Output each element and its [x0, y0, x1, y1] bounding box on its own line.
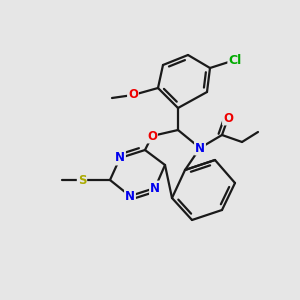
Text: N: N	[195, 142, 205, 154]
Text: S: S	[78, 173, 86, 187]
Text: N: N	[115, 152, 125, 164]
Text: O: O	[223, 112, 233, 124]
Text: O: O	[147, 130, 157, 142]
Text: N: N	[150, 182, 160, 194]
Text: O: O	[128, 88, 138, 101]
Text: Cl: Cl	[228, 53, 242, 67]
Text: N: N	[125, 190, 135, 202]
